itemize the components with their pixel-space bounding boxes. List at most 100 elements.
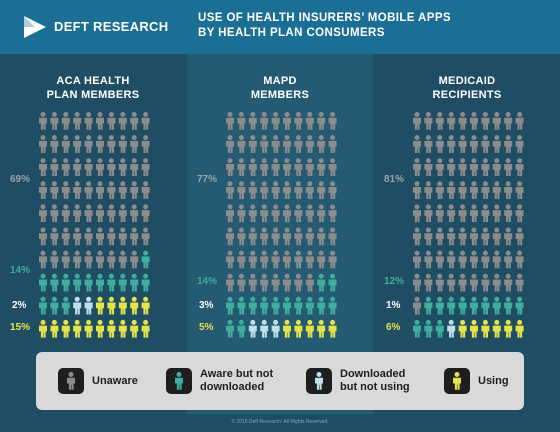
person-aware [317,296,326,315]
person-unaware [118,250,127,269]
person-unaware [50,181,59,200]
person-unaware [130,135,139,153]
person-unaware [492,250,501,269]
person-unaware [130,204,139,223]
legend-person-downloaded [315,372,323,390]
person-unaware [435,135,444,153]
person-aware [61,273,70,292]
person-unaware [424,135,433,153]
person-unaware [248,227,257,246]
person-unaware [283,112,291,130]
person-unaware [237,204,246,223]
person-unaware [61,158,70,176]
panel-title-mapd: MAPD MEMBERS [187,74,373,102]
legend-swatch [58,368,84,394]
person-unaware [226,227,234,246]
person-aware [96,273,104,292]
panel-title-line: MAPD [263,75,297,87]
legend-label-line: Using [478,374,509,387]
person-using [283,319,291,338]
person-unaware [226,112,234,130]
person-unaware [470,227,478,246]
person-aware [458,296,467,315]
person-unaware [515,273,524,292]
person-unaware [141,227,150,246]
person-unaware [118,135,127,153]
person-unaware [470,112,478,130]
person-unaware [283,158,291,176]
person-unaware [84,250,93,269]
person-aware [39,273,47,292]
person-using [50,319,59,338]
person-unaware [130,250,139,269]
person-unaware [118,181,127,200]
legend-person-aware [175,372,183,390]
person-unaware [39,158,47,176]
person-unaware [237,273,246,292]
person-unaware [447,181,456,200]
person-unaware [107,204,116,223]
pct-label-unaware: 81% [384,174,405,185]
person-unaware [481,273,490,292]
person-unaware [424,112,433,130]
person-downloaded [248,319,257,338]
panel-title-line: RECIPIENTS [432,89,502,101]
pct-label-downloaded: 3% [199,300,214,311]
person-unaware [73,135,82,153]
person-unaware [260,158,269,176]
person-unaware [504,250,513,269]
person-unaware [260,135,269,153]
person-aware [73,273,82,292]
person-unaware [107,135,116,153]
person-downloaded [260,319,269,338]
person-unaware [226,250,234,269]
person-unaware [73,181,82,200]
person-unaware [328,181,337,200]
person-unaware [294,135,303,153]
person-aware [61,296,70,315]
person-unaware [226,273,234,292]
person-unaware [260,227,269,246]
person-unaware [413,273,421,292]
person-unaware [328,204,337,223]
person-unaware [283,250,291,269]
person-unaware [492,135,501,153]
copyright-footer: © 2016 Deft Research. All Rights Reserve… [231,419,329,425]
person-unaware [294,227,303,246]
pct-label-aware: 12% [384,276,405,287]
person-unaware [328,227,337,246]
person-unaware [118,227,127,246]
person-unaware [107,181,116,200]
person-using [294,319,303,338]
person-aware [141,273,150,292]
person-unaware [515,227,524,246]
person-unaware [283,227,291,246]
person-aware [294,296,303,315]
person-unaware [328,112,337,130]
person-unaware [271,135,280,153]
person-unaware [294,204,303,223]
person-using [84,319,93,338]
person-unaware [294,250,303,269]
person-unaware [317,112,326,130]
person-unaware [84,181,93,200]
pct-label-unaware: 77% [197,174,218,185]
person-unaware [492,204,501,223]
person-unaware [61,227,70,246]
person-unaware [458,250,467,269]
person-unaware [141,158,150,176]
person-unaware [504,273,513,292]
person-unaware [294,112,303,130]
person-unaware [504,158,513,176]
person-unaware [260,204,269,223]
person-unaware [481,158,490,176]
person-unaware [481,181,490,200]
person-unaware [458,112,467,130]
person-unaware [271,112,280,130]
person-unaware [413,250,421,269]
person-unaware [107,112,116,130]
person-unaware [96,227,104,246]
person-aware [237,296,246,315]
pct-label-downloaded: 1% [386,300,401,311]
person-unaware [447,158,456,176]
